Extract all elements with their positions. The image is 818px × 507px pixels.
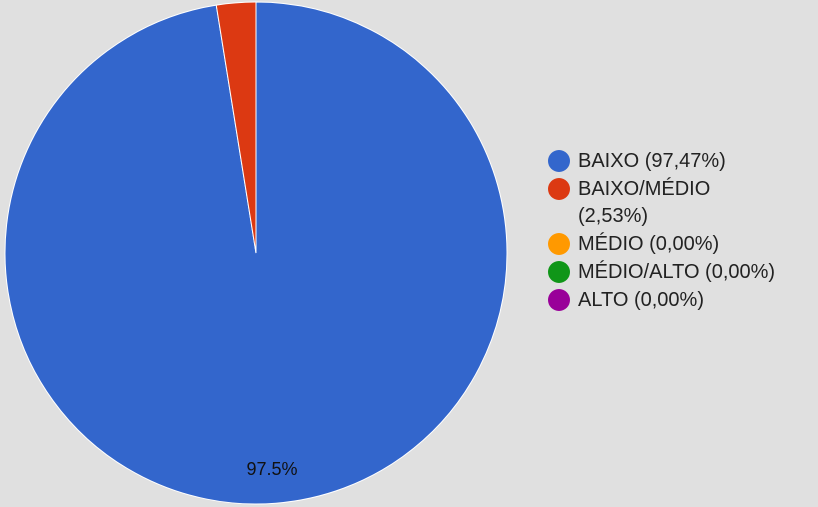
data-label-baixo: 97.5% <box>246 459 297 479</box>
legend-swatch-medio-alto <box>548 261 570 283</box>
legend-item-baixo[interactable]: BAIXO (97,47%) <box>548 147 818 175</box>
legend-label-medio-alto: MÉDIO/ALTO (0,00%) <box>578 261 776 283</box>
pie-chart-canvas: 97.5% <box>4 1 508 505</box>
legend-item-medio-alto[interactable]: MÉDIO/ALTO (0,00%) <box>548 258 818 286</box>
legend-item-medio[interactable]: MÉDIO (0,00%) <box>548 230 818 258</box>
legend-label-medio: MÉDIO (0,00%) <box>578 233 720 255</box>
legend-swatch-alto <box>548 289 570 311</box>
pie-slice-baixo-m-dio[interactable] <box>215 1 257 254</box>
legend-label-baixo: BAIXO (97,47%) <box>578 150 726 172</box>
legend-swatch-baixo-medio <box>548 178 570 200</box>
legend-swatch-medio <box>548 233 570 255</box>
chart-legend: BAIXO (97,47%) BAIXO/MÉDIO (2,53%) MÉDIO… <box>548 147 818 314</box>
legend-item-baixo-medio[interactable]: BAIXO/MÉDIO (2,53%) <box>548 175 818 230</box>
legend-swatch-baixo <box>548 150 570 172</box>
legend-item-alto[interactable]: ALTO (0,00%) <box>548 286 818 314</box>
legend-label-alto: ALTO (0,00%) <box>578 289 704 311</box>
legend-label-baixo-medio: BAIXO/MÉDIO (2,53%) <box>578 178 711 227</box>
